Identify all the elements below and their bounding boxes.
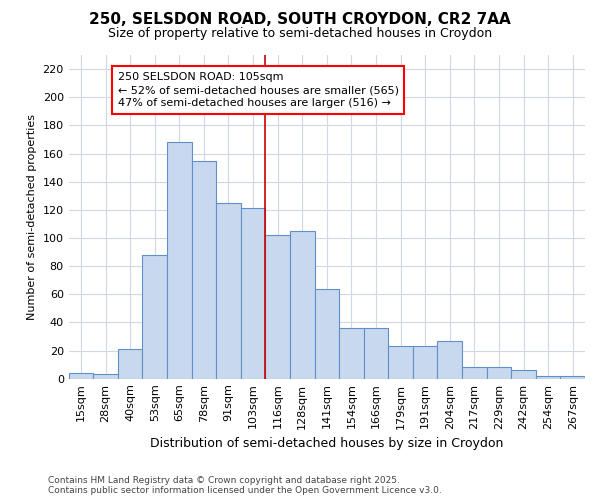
Bar [142,255,167,378]
Bar [364,328,388,378]
Bar [487,368,511,378]
Bar [511,370,536,378]
Text: 250, SELSDON ROAD, SOUTH CROYDON, CR2 7AA: 250, SELSDON ROAD, SOUTH CROYDON, CR2 7A… [89,12,511,28]
Bar [462,368,487,378]
Bar [339,328,364,378]
Bar [437,340,462,378]
Bar [290,231,314,378]
Bar [413,346,437,378]
Bar [560,376,585,378]
Bar [167,142,191,378]
Bar [191,160,216,378]
Bar [68,373,93,378]
Bar [241,208,265,378]
Bar [265,235,290,378]
Bar [93,374,118,378]
Text: Size of property relative to semi-detached houses in Croydon: Size of property relative to semi-detach… [108,28,492,40]
Text: Contains HM Land Registry data © Crown copyright and database right 2025.
Contai: Contains HM Land Registry data © Crown c… [48,476,442,495]
X-axis label: Distribution of semi-detached houses by size in Croydon: Distribution of semi-detached houses by … [150,437,503,450]
Text: 250 SELSDON ROAD: 105sqm
← 52% of semi-detached houses are smaller (565)
47% of : 250 SELSDON ROAD: 105sqm ← 52% of semi-d… [118,72,399,108]
Bar [216,203,241,378]
Y-axis label: Number of semi-detached properties: Number of semi-detached properties [27,114,37,320]
Bar [536,376,560,378]
Bar [314,288,339,378]
Bar [388,346,413,378]
Bar [118,349,142,378]
